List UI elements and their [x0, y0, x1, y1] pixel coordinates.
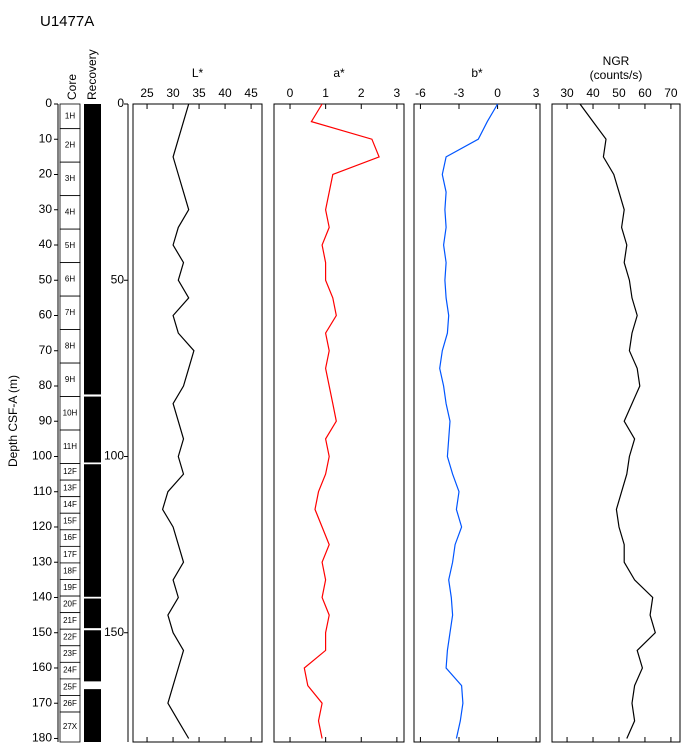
log-line: [161, 103, 195, 739]
core-label: 19F: [63, 583, 77, 592]
y-tick-label: 80: [39, 378, 53, 392]
core-label: 18F: [63, 566, 77, 575]
y-tick-label: 40: [39, 237, 53, 251]
core-label: 20F: [63, 599, 77, 608]
core-label: 9H: [65, 375, 75, 384]
panel-frame: [273, 103, 405, 743]
core-label: 14F: [63, 500, 77, 509]
panel-unit: (counts/s): [590, 68, 643, 82]
y-tick-label: 140: [32, 590, 52, 604]
y-tick-label: 10: [39, 131, 53, 145]
x-tick-label: 30: [166, 86, 180, 100]
x-tick-label: 2: [358, 86, 365, 100]
x-tick-label: 70: [664, 86, 678, 100]
core-label: 4H: [65, 207, 75, 216]
panel-frame: [132, 103, 263, 743]
y-tick-label: 20: [39, 167, 53, 181]
y-tick-label: 130: [32, 554, 52, 568]
core-label: 12F: [63, 467, 77, 476]
y2-tick-label: 150: [104, 625, 124, 639]
log-line: [303, 103, 380, 739]
x-tick-label: -3: [454, 86, 465, 100]
panel-frame: [413, 103, 541, 743]
core-label: 26F: [63, 699, 77, 708]
y-axis-label: Depth CSF-A (m): [6, 375, 20, 467]
chart-title: U1477A: [40, 13, 94, 30]
recovery-gap: [84, 596, 101, 599]
core-label: 11H: [63, 442, 77, 451]
core-label: 16F: [63, 533, 77, 542]
x-tick-label: 0: [287, 86, 294, 100]
core-label: 21F: [63, 616, 77, 625]
core-label: 17F: [63, 550, 77, 559]
core-label: 6H: [65, 274, 75, 283]
core-label: 7H: [65, 308, 75, 317]
y-tick-label: 150: [32, 625, 52, 639]
y-tick-label: 50: [39, 272, 53, 286]
y-tick-label: 180: [32, 731, 52, 745]
recovery-gap: [84, 681, 101, 690]
core-label: 2H: [65, 141, 75, 150]
x-tick-label: 35: [192, 86, 206, 100]
y-tick-label: 100: [32, 449, 52, 463]
y-tick-label: 170: [32, 695, 52, 709]
recovery-gap: [84, 462, 101, 465]
core-label: 3H: [65, 174, 75, 183]
y-tick-label: 160: [32, 660, 52, 674]
panel-title: NGR: [603, 54, 630, 68]
x-tick-label: 3: [394, 86, 401, 100]
core-header: Core: [65, 74, 79, 100]
x-tick-label: 40: [218, 86, 232, 100]
core-label: 22F: [63, 633, 77, 642]
x-tick-label: 40: [586, 86, 600, 100]
x-tick-label: 50: [612, 86, 626, 100]
panel-frame: [551, 103, 681, 743]
core-label: 10H: [63, 408, 78, 417]
x-tick-label: 45: [244, 86, 258, 100]
recovery-header: Recovery: [85, 49, 99, 100]
core-label: 13F: [63, 483, 77, 492]
core-label: 5H: [65, 241, 75, 250]
y-tick-label: 70: [39, 343, 53, 357]
core-label: 25F: [63, 682, 77, 691]
x-tick-label: 25: [140, 86, 154, 100]
y-tick-label: 90: [39, 413, 53, 427]
panel-title: a*: [333, 66, 345, 80]
core-label: 15F: [63, 517, 77, 526]
x-tick-label: 0: [494, 86, 501, 100]
core-label: 27X: [63, 722, 78, 731]
x-tick-label: 1: [322, 86, 329, 100]
x-tick-label: -6: [415, 86, 426, 100]
y-tick-label: 120: [32, 519, 52, 533]
y-tick-label: 110: [33, 484, 52, 498]
panel-title: b*: [471, 66, 483, 80]
core-label: 23F: [63, 649, 77, 658]
x-tick-label: 60: [638, 86, 652, 100]
log-line: [439, 103, 499, 739]
panel-title: L*: [192, 66, 204, 80]
y-tick-label: 0: [45, 96, 52, 110]
core-label: 8H: [65, 341, 75, 350]
y2-tick-label: 0: [117, 96, 124, 110]
recovery-gap: [84, 394, 101, 397]
core-label: 24F: [63, 666, 77, 675]
x-tick-label: 3: [533, 86, 540, 100]
recovery-gap: [84, 628, 101, 631]
x-tick-label: 30: [560, 86, 574, 100]
core-box: [59, 711, 81, 743]
y-tick-label: 30: [39, 202, 53, 216]
core-label: 1H: [65, 111, 75, 120]
y2-tick-label: 50: [111, 272, 125, 286]
log-line: [579, 103, 656, 739]
y-tick-label: 60: [39, 308, 53, 322]
y2-tick-label: 100: [104, 449, 124, 463]
recovery-bar: [84, 104, 101, 742]
